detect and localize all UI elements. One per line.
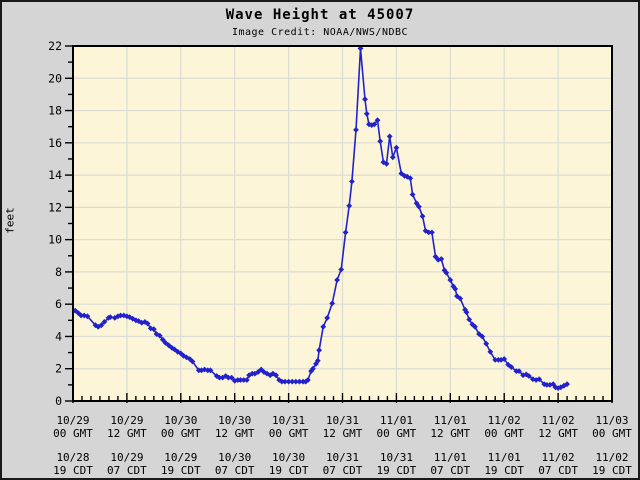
x-tick-label-cdt-date: 10/31 (326, 451, 359, 464)
chart-title: Wave Height at 45007 (225, 7, 415, 23)
y-tick-label: 20 (48, 71, 62, 85)
x-tick-label-gmt-time: 00 GMT (161, 427, 201, 440)
chart-subtitle: Image Credit: NOAA/NWS/NDBC (231, 27, 409, 38)
x-tick-label-cdt-time: 07 CDT (323, 464, 363, 477)
x-tick-label-cdt-date: 10/30 (218, 451, 251, 464)
x-tick-label-gmt-date: 10/29 (56, 414, 89, 427)
x-tick-label-cdt-date: 11/02 (542, 451, 575, 464)
x-tick-label-cdt-date: 10/29 (164, 451, 197, 464)
x-tick-label-cdt-time: 19 CDT (269, 464, 309, 477)
x-tick-label-cdt-time: 07 CDT (538, 464, 578, 477)
x-tick-label-cdt-date: 11/01 (434, 451, 467, 464)
x-tick-label-cdt-date: 10/31 (380, 451, 413, 464)
x-tick-label-gmt-date: 11/01 (380, 414, 413, 427)
plot-border (72, 45, 613, 402)
x-tick-label-gmt-time: 00 GMT (377, 427, 417, 440)
y-tick-label: 2 (55, 362, 62, 376)
x-tick-label-gmt-date: 11/03 (595, 414, 628, 427)
x-tick-label-cdt-date: 11/01 (488, 451, 521, 464)
y-tick-label: 4 (55, 329, 62, 343)
x-tick-label-gmt-date: 10/31 (272, 414, 305, 427)
y-tick-label: 8 (55, 265, 62, 279)
y-tick-label: 16 (48, 136, 62, 150)
x-tick-label-gmt-time: 12 GMT (215, 427, 255, 440)
x-tick-label-gmt-date: 11/02 (542, 414, 575, 427)
x-tick-label-cdt-time: 07 CDT (215, 464, 255, 477)
x-tick-label-gmt-date: 11/02 (488, 414, 521, 427)
x-tick-label-cdt-date: 10/30 (272, 451, 305, 464)
x-tick-label-gmt-time: 00 GMT (484, 427, 524, 440)
y-tick-label: 6 (55, 297, 62, 311)
x-tick-label-gmt-time: 12 GMT (323, 427, 363, 440)
y-tick-label: 18 (48, 104, 62, 118)
x-tick-label-cdt-time: 19 CDT (377, 464, 417, 477)
y-tick-label: 10 (48, 233, 62, 247)
y-tick-label: 0 (55, 394, 62, 408)
y-tick-label: 14 (48, 168, 62, 182)
x-tick-label-cdt-time: 19 CDT (592, 464, 632, 477)
x-tick-label-gmt-time: 12 GMT (430, 427, 470, 440)
x-tick-label-cdt-time: 19 CDT (53, 464, 93, 477)
y-tick-label: 12 (48, 200, 62, 214)
y-tick-label: 22 (48, 39, 62, 53)
x-tick-label-cdt-time: 07 CDT (430, 464, 470, 477)
x-tick-label-cdt-date: 11/02 (595, 451, 628, 464)
x-tick-label-gmt-time: 00 GMT (592, 427, 632, 440)
x-tick-label-cdt-date: 10/28 (56, 451, 89, 464)
x-tick-label-gmt-date: 11/01 (434, 414, 467, 427)
x-tick-label-gmt-time: 12 GMT (538, 427, 578, 440)
y-axis-label: feet (3, 207, 17, 234)
x-tick-label-cdt-time: 07 CDT (107, 464, 147, 477)
x-tick-label-cdt-date: 10/29 (110, 451, 143, 464)
x-tick-label-gmt-date: 10/30 (164, 414, 197, 427)
x-tick-label-gmt-date: 10/31 (326, 414, 359, 427)
x-tick-label-gmt-date: 10/30 (218, 414, 251, 427)
x-tick-label-gmt-time: 00 GMT (269, 427, 309, 440)
x-tick-label-cdt-time: 19 CDT (161, 464, 201, 477)
x-tick-label-gmt-time: 12 GMT (107, 427, 147, 440)
x-tick-label-gmt-date: 10/29 (110, 414, 143, 427)
x-tick-label-gmt-time: 00 GMT (53, 427, 93, 440)
x-tick-label-cdt-time: 19 CDT (484, 464, 524, 477)
